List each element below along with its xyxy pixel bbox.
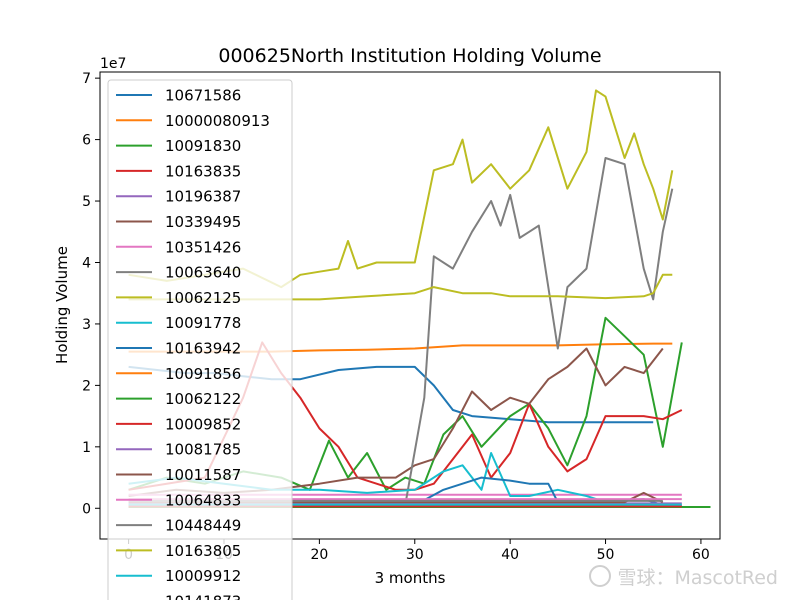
watermark-text: 雪球：MascotRed	[617, 567, 778, 589]
legend-entry-18: 10163805	[165, 542, 241, 560]
legend-entry-8: 10062125	[165, 289, 241, 307]
legend-entry-17: 10448449	[165, 517, 241, 535]
legend-entry-16: 10064833	[165, 491, 241, 509]
y-tick-label-3: 3	[82, 317, 91, 333]
legend: 10671586 10000080913 10091830 10163835 10196…	[107, 79, 293, 600]
y-axis-label: Holding Volume	[53, 246, 71, 364]
legend-entry-15: 10011587	[165, 466, 241, 484]
legend-entry-6: 10351426	[165, 238, 241, 256]
chart-title: 000625North Institution Holding Volume	[218, 45, 601, 67]
x-tick-label-3: 30	[406, 547, 424, 563]
legend-entry-7: 10063640	[165, 264, 241, 282]
legend-entry-19: 10009912	[165, 567, 241, 585]
y-tick-label-6: 6	[82, 133, 91, 149]
legend-entry-0: 10671586	[165, 87, 241, 105]
legend-entry-3: 10163835	[165, 162, 241, 180]
x-axis-label: 3 months	[375, 569, 446, 587]
legend-entry-2: 10091830	[165, 137, 241, 155]
y-tick-label-2: 2	[82, 378, 91, 394]
x-tick-label-5: 50	[597, 547, 615, 563]
y-tick-label-7: 7	[82, 71, 91, 87]
legend-entry-11: 10091856	[165, 365, 241, 383]
plot-frame	[99, 71, 721, 540]
y-tick-label-4: 4	[82, 255, 91, 271]
x-tick-label-2: 20	[310, 547, 328, 563]
legend-entry-4: 10196387	[165, 188, 241, 206]
watermark: 雪球：MascotRed	[589, 563, 778, 590]
legend-entry-10: 10163942	[165, 340, 241, 358]
legend-entry-9: 10091778	[165, 314, 241, 332]
legend-entry-12: 10062122	[165, 390, 241, 408]
y-tick-label-1: 1	[82, 440, 91, 456]
x-tick-label-4: 40	[501, 547, 519, 563]
legend-entry-14: 10081785	[165, 441, 241, 459]
y-tick-label-0: 0	[82, 501, 91, 517]
legend-entry-1: 10000080913	[165, 112, 270, 130]
legend-entry-20: 10141873	[165, 593, 241, 600]
y-offset-label: 1e7	[100, 56, 126, 72]
legend-entry-5: 10339495	[165, 213, 241, 231]
legend-box	[107, 79, 293, 600]
x-tick-label-6: 60	[692, 547, 710, 563]
series-line-8	[128, 89, 674, 289]
y-tick-label-5: 5	[82, 194, 91, 210]
snowball-logo-icon	[589, 565, 612, 587]
legend-entry-13: 10009852	[165, 415, 241, 433]
